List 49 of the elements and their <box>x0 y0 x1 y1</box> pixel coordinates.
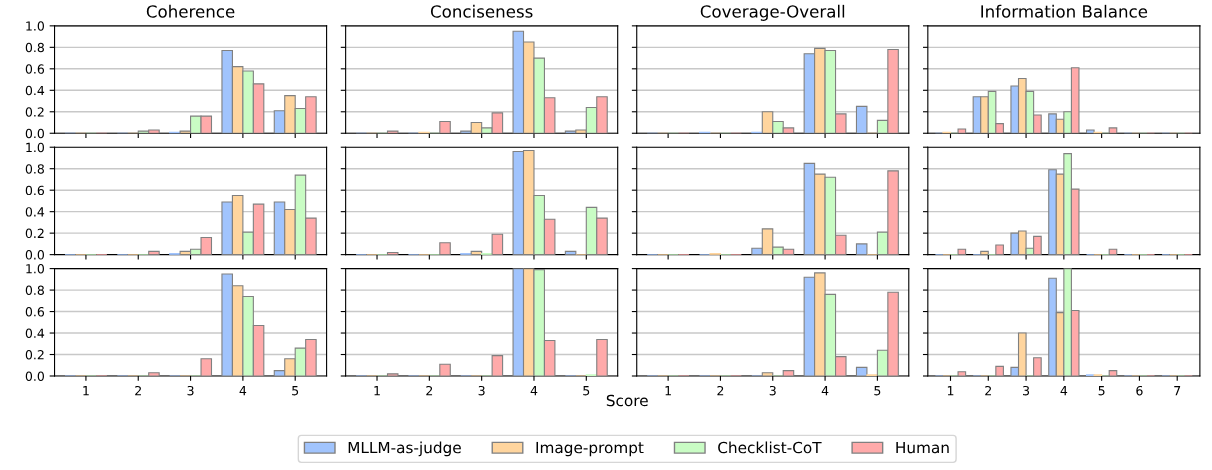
x-tick-label: 3 <box>478 385 485 396</box>
x-tick-label: 2 <box>717 385 724 396</box>
y-tick-label: 0.0 <box>25 128 44 139</box>
y-tick-label: 0.0 <box>25 371 44 381</box>
y-tick-label: 0.6 <box>25 64 45 74</box>
x-tick-label: 3 <box>1023 385 1030 396</box>
chart-title: Conciseness <box>430 4 533 18</box>
x-tick-label: 4 <box>530 386 538 396</box>
legend-label: MLLM-as-judge <box>348 441 461 457</box>
legend-label: Human <box>896 441 949 454</box>
y-tick-label: 1.0 <box>26 21 44 31</box>
x-tick-label: 5 <box>874 386 881 396</box>
chart-title: Coverage-Overall <box>700 4 845 21</box>
x-tick-label: 1 <box>947 386 954 396</box>
x-tick-label: 5 <box>1098 386 1105 396</box>
x-tick-label: 1 <box>83 386 89 396</box>
x-tick-label: 5 <box>292 386 299 396</box>
y-tick-label: 0.4 <box>25 85 45 96</box>
y-tick-label: 0.2 <box>25 349 44 360</box>
y-tick-label: 0.4 <box>25 328 45 338</box>
x-tick-label: 5 <box>583 386 590 396</box>
x-tick-label: 1 <box>665 386 671 396</box>
y-tick-label: 0.6 <box>25 307 45 317</box>
x-tick-label: 6 <box>1136 385 1143 396</box>
x-axis-title: Score <box>606 394 648 407</box>
x-tick-label: 4 <box>1060 386 1068 396</box>
x-tick-label: 3 <box>187 385 194 396</box>
chart-title: Coherence <box>146 4 235 18</box>
x-tick-label: 3 <box>769 385 776 396</box>
x-tick-label: 2 <box>426 385 433 396</box>
x-tick-label: 7 <box>1174 386 1181 396</box>
y-tick-label: 0.6 <box>25 185 45 196</box>
y-tick-label: 0.8 <box>25 42 44 53</box>
chart-title: Information Balance <box>981 4 1148 18</box>
x-tick-label: 4 <box>239 386 247 396</box>
y-tick-label: 0.0 <box>25 250 44 260</box>
y-tick-label: 0.4 <box>25 207 45 217</box>
y-tick-label: 1.0 <box>26 142 44 153</box>
legend-label: Checklist-CoT <box>718 441 822 454</box>
x-tick-label: 2 <box>135 385 141 396</box>
y-tick-label: 1.0 <box>26 264 44 274</box>
legend-label: Image-prompt <box>536 441 644 457</box>
y-tick-label: 0.2 <box>25 107 44 117</box>
y-tick-label: 0.8 <box>25 285 44 295</box>
y-tick-label: 0.8 <box>25 164 44 174</box>
y-tick-label: 0.2 <box>25 228 44 239</box>
x-tick-label: 4 <box>821 386 829 396</box>
x-tick-label: 2 <box>985 385 992 396</box>
x-tick-label: 1 <box>374 386 380 396</box>
